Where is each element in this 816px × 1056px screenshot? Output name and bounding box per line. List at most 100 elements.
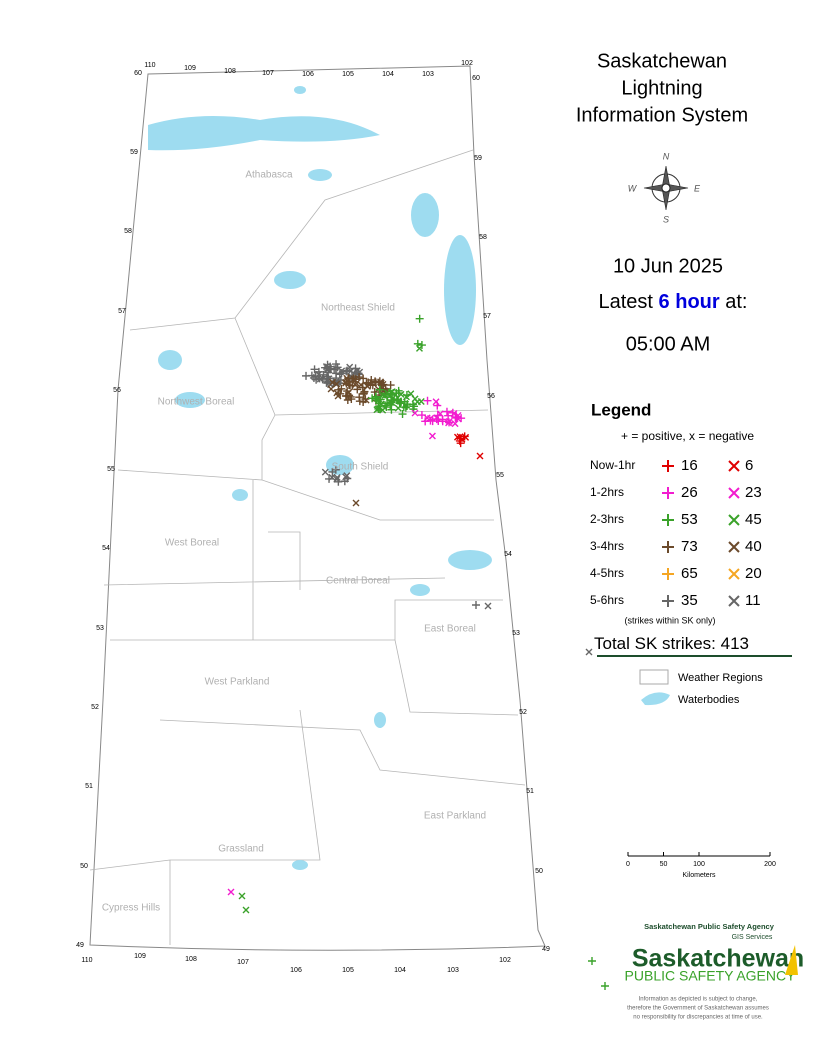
strike [352, 499, 360, 507]
latitude-label: 59 [130, 149, 138, 156]
legend-item: Weather Regions [678, 672, 763, 684]
strike [327, 385, 335, 393]
region-label: Cypress Hills [102, 903, 160, 914]
positive-symbol [662, 487, 674, 499]
latitude-label: 56 [113, 387, 121, 394]
strike [387, 396, 396, 405]
total-line: Total SK strikes: 413 [594, 634, 749, 653]
strike [335, 370, 344, 379]
disclaimer: therefore the Government of Saskatchewan… [627, 1006, 769, 1012]
strike [417, 398, 425, 406]
agency: Saskatchewan Public Safety Agency [644, 922, 775, 931]
strike [433, 411, 442, 420]
longitude-label: 109 [134, 953, 146, 960]
positive-count: 16 [681, 457, 698, 474]
strike [454, 415, 462, 423]
latest-prefix: Latest [599, 291, 654, 313]
region-label: South Shield [332, 462, 389, 473]
negative-symbol [728, 568, 740, 580]
longitude-label: 110 [144, 62, 155, 69]
strike [460, 432, 469, 441]
longitude-label: 106 [302, 71, 314, 78]
latitude-label: 53 [96, 625, 104, 632]
latitude-label: 57 [483, 313, 491, 320]
row-label: 1-2hrs [590, 485, 624, 499]
region-label: East Boreal [424, 624, 476, 635]
latitude-label: 51 [85, 783, 93, 790]
strike [476, 452, 484, 460]
latitude-label: 55 [496, 472, 504, 479]
strike [458, 435, 466, 443]
strike [426, 416, 435, 425]
region-label: West Boreal [165, 538, 219, 549]
positive-count: 65 [681, 565, 698, 582]
latitude-label: 52 [519, 709, 527, 716]
strike [403, 400, 412, 409]
strike [585, 648, 593, 656]
province [89, 65, 546, 951]
strike [386, 400, 395, 409]
strike [386, 381, 395, 390]
strike [601, 982, 609, 990]
strike [359, 374, 368, 383]
row-label: 2-3hrs [590, 512, 624, 526]
strike [345, 378, 354, 387]
latitude-label: 58 [479, 234, 487, 241]
legend-item: Waterbodies [678, 694, 740, 706]
negative-count: 6 [745, 457, 753, 474]
latitude-label: 53 [512, 630, 520, 637]
strike [484, 602, 492, 610]
strike [355, 393, 364, 402]
latitude-label: 57 [118, 308, 126, 315]
latitude-label: 58 [124, 228, 132, 235]
strike [423, 414, 431, 422]
strike [451, 413, 460, 422]
latitude-label: 54 [504, 551, 512, 558]
strike [432, 398, 440, 406]
strike [358, 383, 367, 392]
date: 10 Jun 2025 [613, 255, 723, 277]
strike [355, 373, 364, 382]
region-label: East Parkland [424, 811, 486, 822]
longitude-label: 102 [499, 957, 511, 964]
positive-symbol [662, 514, 674, 526]
longitude-label: 102 [461, 60, 473, 67]
strike [413, 339, 422, 348]
latitude-label: 60 [472, 75, 480, 82]
strike [423, 396, 432, 405]
positive-count: 73 [681, 538, 698, 555]
strike [438, 417, 447, 426]
legend-title: Legend [591, 400, 651, 419]
strike [453, 433, 461, 441]
strike [342, 379, 351, 388]
positive-symbol [662, 541, 674, 553]
strike [373, 406, 381, 414]
negative-count: 23 [745, 484, 762, 501]
positive-count: 53 [681, 511, 698, 528]
positive-count: 26 [681, 484, 698, 501]
latitude-label: 50 [535, 868, 543, 875]
longitude-label: 109 [184, 65, 196, 72]
negative-count: 45 [745, 511, 762, 528]
strike [368, 394, 377, 403]
latest-highlight: 6 hour [659, 291, 720, 313]
strike [321, 468, 329, 476]
strike [332, 360, 341, 369]
strike [325, 474, 334, 483]
latitude-label: 55 [107, 466, 115, 473]
region-label: Central Boreal [326, 576, 390, 587]
positive-count: 35 [681, 592, 698, 609]
positive-symbol [662, 595, 674, 607]
strike [462, 433, 470, 441]
strike [387, 405, 396, 414]
strike [392, 389, 401, 398]
strike [370, 388, 379, 397]
legend-subtitle: + = positive, x = negative [621, 429, 754, 443]
strike [329, 378, 337, 386]
strike [375, 385, 384, 394]
strike [415, 314, 424, 323]
strike [394, 404, 402, 412]
strike [442, 407, 451, 416]
strike [310, 365, 319, 374]
logo-mark [785, 945, 798, 975]
